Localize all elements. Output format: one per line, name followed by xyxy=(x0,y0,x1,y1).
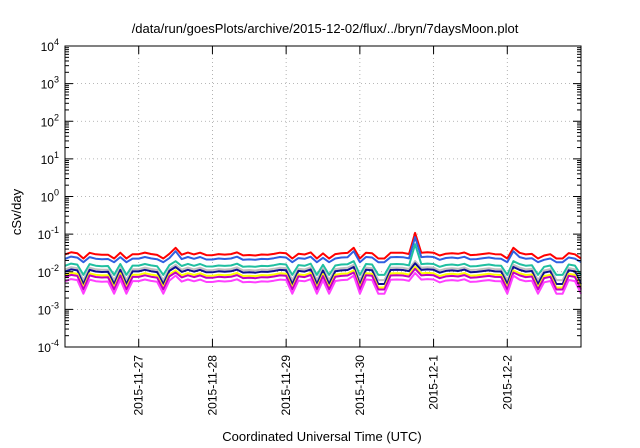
series-line xyxy=(64,267,582,291)
y-tick-label: 101 xyxy=(41,150,59,167)
series-line xyxy=(64,231,582,260)
series-line xyxy=(64,260,582,282)
x-tick-label: 2015-12-1 xyxy=(427,355,441,410)
series-line xyxy=(64,243,582,276)
y-axis-label: cSv/day xyxy=(9,188,24,235)
chart-title: /data/run/goesPlots/archive/2015-12-02/f… xyxy=(132,21,519,36)
x-tick-label: 2015-11-27 xyxy=(132,355,146,416)
y-tick-labels: 10-4 10-3 10-2 10-1 100 101 102 103 104 xyxy=(38,37,59,355)
series-lines xyxy=(64,231,582,295)
y-tick-label: 100 xyxy=(41,188,59,205)
y-tick-label: 104 xyxy=(41,37,59,54)
y-tick-label: 103 xyxy=(41,75,59,92)
x-tick-label: 2015-11-28 xyxy=(205,355,219,416)
series-line xyxy=(64,265,582,289)
y-tick-label: 10-1 xyxy=(38,225,59,242)
x-tick-label: 2015-11-30 xyxy=(353,355,367,416)
x-tick-labels: 2015-11-27 2015-11-28 2015-11-29 2015-11-30… xyxy=(132,355,515,416)
y-tick-label: 102 xyxy=(41,112,59,129)
x-tick-label: 2015-11-29 xyxy=(279,355,293,416)
axis-ticks xyxy=(65,45,581,348)
x-axis-label: Coordinated Universal Time (UTC) xyxy=(222,429,421,444)
y-tick-label: 10-2 xyxy=(38,263,59,280)
plot-frame xyxy=(64,45,582,348)
series-line xyxy=(64,262,582,285)
series-line xyxy=(64,272,582,295)
series-line xyxy=(64,236,582,264)
grid-lines xyxy=(65,46,581,347)
y-tick-label: 10-4 xyxy=(38,338,59,355)
x-tick-label: 2015-12-2 xyxy=(500,355,514,410)
y-tick-label: 10-3 xyxy=(38,300,59,317)
